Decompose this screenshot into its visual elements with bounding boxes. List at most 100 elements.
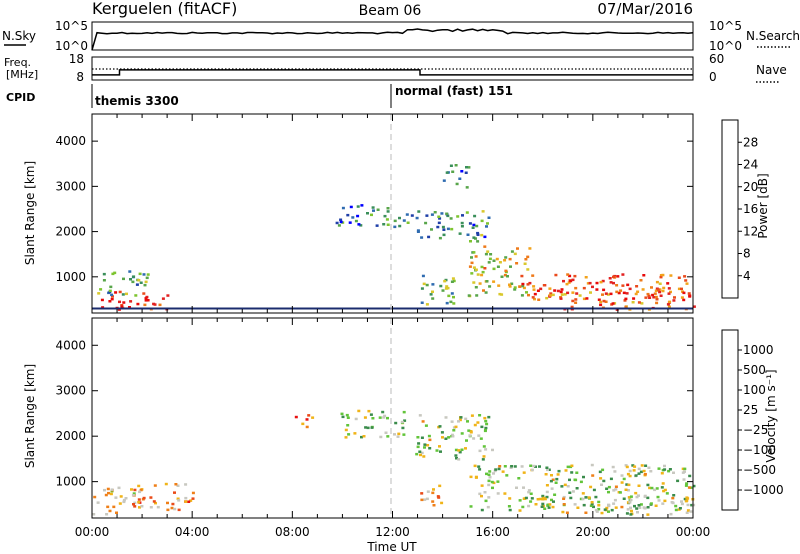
- echo-cell: [386, 435, 390, 438]
- echo-cell: [612, 489, 616, 492]
- echo-cell: [508, 508, 512, 512]
- echo-cell: [626, 283, 630, 287]
- echo-cell: [683, 467, 687, 471]
- echo-cell: [625, 483, 629, 486]
- echo-cell: [614, 485, 618, 488]
- colorbar-tick-label: −1000: [743, 483, 784, 497]
- echo-cell: [111, 272, 115, 276]
- echo-cell: [636, 290, 640, 293]
- echo-cell: [655, 280, 659, 284]
- echo-cell: [686, 503, 690, 507]
- colorbar-tick-label: 25: [743, 403, 758, 417]
- velocity-ylabel: Slant Range [km]: [23, 364, 37, 468]
- echo-cell: [442, 179, 446, 182]
- echo-cell: [397, 432, 401, 436]
- echo-cell: [109, 492, 113, 496]
- echo-cell: [376, 208, 380, 211]
- echo-cell: [517, 477, 521, 480]
- echo-cell: [589, 504, 593, 507]
- echo-cell: [120, 305, 124, 308]
- echo-cell: [122, 301, 126, 304]
- echo-cell: [589, 485, 593, 489]
- echo-cell: [603, 508, 607, 511]
- echo-cell: [600, 511, 604, 515]
- echo-cell: [378, 416, 382, 419]
- echo-cell: [644, 296, 648, 299]
- echo-cell: [478, 449, 482, 453]
- echo-cell: [597, 504, 601, 507]
- echo-cell: [683, 470, 686, 473]
- echo-cell: [121, 293, 125, 296]
- echo-cell: [445, 171, 449, 174]
- nsearch-label: N.Search: [746, 29, 800, 43]
- echo-cell: [624, 297, 628, 301]
- echo-cell: [425, 214, 429, 217]
- echo-cell: [576, 506, 580, 509]
- echo-cell: [526, 283, 530, 286]
- echo-cell: [566, 485, 570, 488]
- echo-cell: [129, 300, 133, 303]
- echo-cell: [562, 279, 565, 283]
- echo-cell: [166, 508, 170, 512]
- nsky-label: N.Sky: [2, 29, 36, 43]
- echo-cell: [442, 228, 446, 231]
- echo-cell: [110, 488, 114, 491]
- echo-cell: [684, 279, 688, 282]
- echo-cell: [130, 488, 133, 491]
- echo-cell: [661, 502, 665, 505]
- echo-cell: [628, 501, 632, 504]
- echo-cell: [606, 293, 610, 296]
- echo-cell: [530, 497, 534, 500]
- echo-cell: [476, 231, 480, 235]
- echo-cell: [639, 503, 643, 506]
- echo-cell: [143, 283, 147, 287]
- echo-cell: [492, 280, 496, 283]
- echo-cell: [631, 464, 635, 467]
- echo-cell: [107, 491, 110, 495]
- velocity-y-ticks: 4000 3000 2000 1000: [55, 338, 693, 489]
- echo-cell: [579, 480, 583, 484]
- echo-cell: [432, 504, 436, 507]
- echo-cell: [485, 422, 489, 426]
- echo-cell: [639, 470, 643, 474]
- echo-cell: [582, 503, 586, 507]
- echo-cell: [531, 296, 535, 299]
- echo-cell: [131, 494, 135, 497]
- echo-cell: [567, 281, 571, 284]
- echo-cell: [518, 285, 522, 288]
- echo-cell: [454, 454, 458, 457]
- echo-cell: [469, 431, 473, 434]
- echo-cell: [476, 240, 480, 243]
- echo-cell: [144, 299, 148, 302]
- echo-cell: [429, 293, 433, 296]
- echo-cell: [648, 296, 652, 299]
- echo-cell: [357, 223, 361, 226]
- echo-cell: [672, 494, 676, 497]
- y-tick-label: 4000: [55, 134, 86, 148]
- echo-cell: [439, 450, 442, 453]
- echo-cell: [559, 290, 563, 294]
- power-ylabel: Slant Range [km]: [23, 161, 37, 265]
- echo-cell: [174, 483, 178, 486]
- power-colorbar: 28 24 20 16 12 8 4: [721, 119, 758, 299]
- echo-cell: [440, 212, 444, 215]
- echo-cell: [347, 433, 351, 436]
- echo-cell: [466, 233, 470, 236]
- echo-cell: [469, 240, 472, 243]
- freq-tick-bottom: 8: [76, 70, 84, 84]
- echo-cell: [132, 503, 135, 506]
- echo-cell: [489, 253, 493, 256]
- echo-cell: [484, 499, 488, 503]
- echo-cell: [481, 458, 485, 461]
- echo-cell: [500, 275, 504, 278]
- echo-cell: [488, 476, 492, 479]
- echo-cell: [569, 496, 573, 500]
- echo-cell: [470, 261, 474, 265]
- echo-cell: [629, 513, 633, 516]
- echo-cell: [105, 513, 109, 516]
- echo-cell: [480, 425, 484, 429]
- date-title: 07/Mar/2016: [597, 0, 693, 18]
- echo-cell: [682, 291, 686, 295]
- echo-cell: [633, 504, 636, 508]
- echo-cell: [545, 484, 549, 487]
